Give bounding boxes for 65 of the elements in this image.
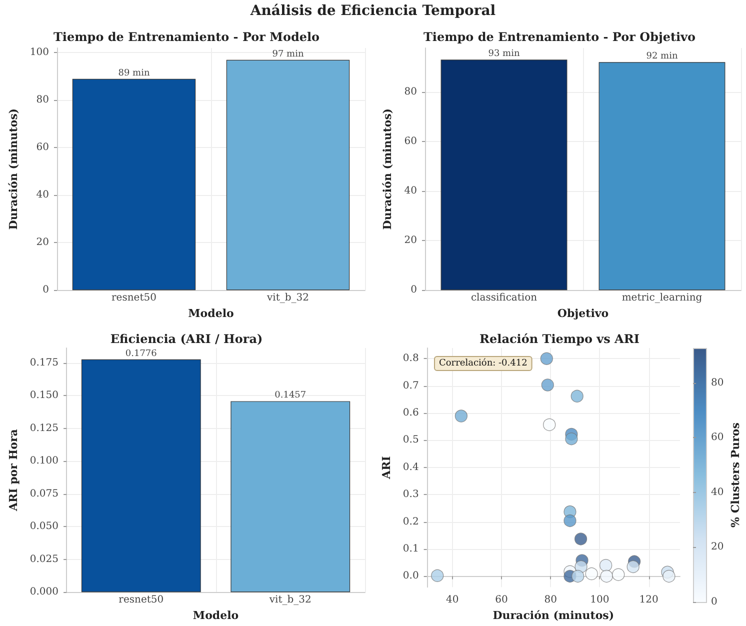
y-axis-title: Duración (minutos) <box>381 108 394 230</box>
color-bar-label: 80 <box>711 377 724 388</box>
y-tick-label: 0.8 <box>402 353 419 364</box>
y-tick-label: 0 <box>42 284 49 296</box>
x-axis-title: Modelo <box>192 609 239 622</box>
y-tick-label: 0.175 <box>30 357 59 368</box>
chart-subtitle: Tiempo de Entrenamiento - Por Modelo <box>53 30 320 44</box>
data-label: 89 min <box>118 68 150 78</box>
y-tick-label: 0.000 <box>30 586 59 598</box>
y-tick-label: 40 <box>404 185 417 196</box>
y-tick-label: 60 <box>404 136 417 147</box>
chart-title: Tiempo de Entrenamiento - Por Objetivo <box>423 30 696 44</box>
x-tick-label: 40 <box>446 594 459 606</box>
x-tick-label: resnet50 <box>118 594 164 606</box>
y-tick-label: 0.075 <box>30 488 59 500</box>
x-tick-label: 120 <box>639 594 658 606</box>
y-tick-label: 20 <box>36 237 49 248</box>
y-tick-label: 40 <box>36 190 49 201</box>
chart-title: Relación Tiempo vs ARI <box>480 332 640 346</box>
y-tick-label: 0.0 <box>402 570 419 582</box>
y-tick-label: 0.7 <box>402 380 419 392</box>
y-tick-label: 0 <box>410 284 417 296</box>
y-tick-label: 20 <box>404 235 417 246</box>
color-bar-title: % Clusters Puros <box>729 422 742 528</box>
chart-title: Eficiencia (ARI / Hora) <box>110 332 263 346</box>
y-tick-label: 0.6 <box>402 408 419 419</box>
y-tick-label: 0.2 <box>402 516 419 528</box>
y-tick-label: 0.025 <box>30 554 59 565</box>
color-bar-label: 0 <box>711 596 718 608</box>
y-axis-title: ARI <box>380 456 393 480</box>
color-bar-label: 60 <box>711 432 724 444</box>
y-tick-label: 0.3 <box>402 489 419 500</box>
data-label: 92 min <box>646 52 678 62</box>
data-label: 0.1776 <box>125 348 158 359</box>
y-tick-label: 60 <box>36 142 49 154</box>
y-tick-label: 0.4 <box>402 462 419 473</box>
y-tick-label: 0.150 <box>30 390 59 402</box>
y-tick-label: 100 <box>30 47 49 58</box>
color-bar-label: 20 <box>711 542 724 553</box>
x-tick-label: vit_b_32 <box>268 594 312 606</box>
data-label: 93 min <box>488 49 520 60</box>
y-tick-label: 0.5 <box>402 434 419 446</box>
y-tick-label: 80 <box>404 86 417 98</box>
y-tick-label: 80 <box>36 94 49 106</box>
y-axis-title: ARI por Hora <box>7 429 20 512</box>
x-tick-label: vit_b_32 <box>266 292 309 304</box>
x-tick-label: classification <box>470 292 538 304</box>
y-tick-label: 0.1 <box>402 544 419 555</box>
x-axis-title: Modelo <box>188 307 234 320</box>
x-tick-label: metric_learning <box>622 292 703 304</box>
x-tick-label: 60 <box>495 594 508 606</box>
chart-title: Análisis de Eficiencia Temporal <box>249 2 497 21</box>
y-tick-label: 0.100 <box>30 456 59 467</box>
y-axis-title: Duración (minutos) <box>7 108 20 230</box>
x-tick-label: 80 <box>544 594 557 606</box>
y-tick-label: 0.125 <box>30 422 59 434</box>
annotation: Correlación: -0.412 <box>439 358 528 368</box>
data-label: 97 min <box>272 49 304 60</box>
x-tick-label: 100 <box>590 594 610 606</box>
data-label: 0.1457 <box>274 390 306 401</box>
x-tick-label: resnet50 <box>112 292 156 304</box>
y-tick-label: 0.050 <box>30 521 59 532</box>
x-axis-title: Objetivo <box>557 307 609 320</box>
x-axis-title: Duración (minutos) <box>492 609 614 622</box>
color-bar-label: 40 <box>711 486 724 498</box>
